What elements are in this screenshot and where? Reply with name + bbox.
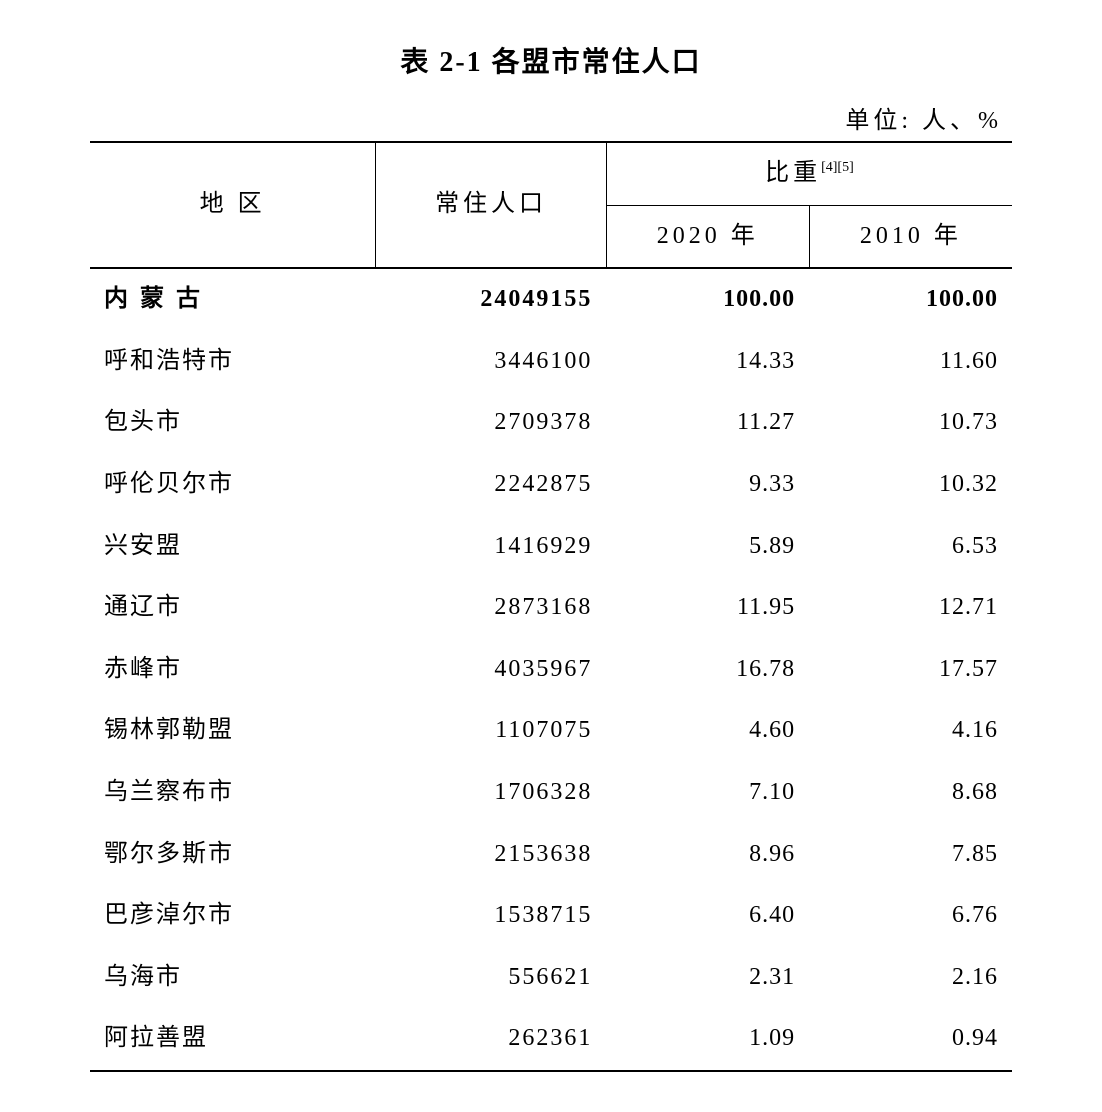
cell-population: 1538715 <box>376 885 607 947</box>
proportion-footnote: [4][5] <box>821 160 854 175</box>
total-population: 24049155 <box>376 268 607 331</box>
cell-population: 2873168 <box>376 577 607 639</box>
population-table: 地 区 常住人口 比重[4][5] 2020 年 2010 年 内蒙古 2404… <box>90 141 1012 1072</box>
cell-pct-2010: 12.71 <box>809 577 1012 639</box>
cell-pct-2020: 2.31 <box>606 947 809 1009</box>
table-title: 表 2-1 各盟市常住人口 <box>90 40 1012 80</box>
table-row: 兴安盟14169295.896.53 <box>90 516 1012 578</box>
cell-pct-2020: 6.40 <box>606 885 809 947</box>
cell-region: 呼伦贝尔市 <box>90 454 376 516</box>
cell-pct-2020: 11.95 <box>606 577 809 639</box>
col-header-population: 常住人口 <box>376 142 607 268</box>
cell-pct-2020: 1.09 <box>606 1008 809 1071</box>
table-row: 包头市270937811.2710.73 <box>90 392 1012 454</box>
col-header-2020: 2020 年 <box>606 205 809 268</box>
table-row: 巴彦淖尔市15387156.406.76 <box>90 885 1012 947</box>
cell-population: 262361 <box>376 1008 607 1071</box>
table-row: 乌海市5566212.312.16 <box>90 947 1012 1009</box>
cell-region: 锡林郭勒盟 <box>90 700 376 762</box>
table-row: 呼和浩特市344610014.3311.60 <box>90 331 1012 393</box>
cell-pct-2020: 14.33 <box>606 331 809 393</box>
cell-pct-2010: 6.76 <box>809 885 1012 947</box>
cell-region: 兴安盟 <box>90 516 376 578</box>
cell-pct-2010: 7.85 <box>809 824 1012 886</box>
table-row: 鄂尔多斯市21536388.967.85 <box>90 824 1012 886</box>
cell-population: 3446100 <box>376 331 607 393</box>
cell-pct-2020: 16.78 <box>606 639 809 701</box>
cell-pct-2010: 4.16 <box>809 700 1012 762</box>
cell-region: 赤峰市 <box>90 639 376 701</box>
table-row: 锡林郭勒盟11070754.604.16 <box>90 700 1012 762</box>
cell-population: 4035967 <box>376 639 607 701</box>
table-row: 通辽市287316811.9512.71 <box>90 577 1012 639</box>
cell-region: 乌海市 <box>90 947 376 1009</box>
proportion-label: 比重 <box>765 160 821 186</box>
cell-pct-2010: 17.57 <box>809 639 1012 701</box>
cell-population: 2153638 <box>376 824 607 886</box>
cell-region: 巴彦淖尔市 <box>90 885 376 947</box>
cell-region: 乌兰察布市 <box>90 762 376 824</box>
table-row: 赤峰市403596716.7817.57 <box>90 639 1012 701</box>
table-row: 呼伦贝尔市22428759.3310.32 <box>90 454 1012 516</box>
cell-population: 1416929 <box>376 516 607 578</box>
table-body: 内蒙古 24049155 100.00 100.00 呼和浩特市34461001… <box>90 268 1012 1071</box>
cell-pct-2010: 10.73 <box>809 392 1012 454</box>
cell-region: 鄂尔多斯市 <box>90 824 376 886</box>
cell-region: 通辽市 <box>90 577 376 639</box>
total-region: 内蒙古 <box>90 268 376 331</box>
total-pct-2020: 100.00 <box>606 268 809 331</box>
cell-pct-2010: 10.32 <box>809 454 1012 516</box>
cell-region: 包头市 <box>90 392 376 454</box>
table-row: 乌兰察布市17063287.108.68 <box>90 762 1012 824</box>
total-pct-2010: 100.00 <box>809 268 1012 331</box>
cell-population: 1706328 <box>376 762 607 824</box>
cell-pct-2020: 5.89 <box>606 516 809 578</box>
cell-pct-2020: 11.27 <box>606 392 809 454</box>
cell-pct-2010: 6.53 <box>809 516 1012 578</box>
unit-label: 单位: 人、% <box>90 100 1012 135</box>
table-row: 阿拉善盟2623611.090.94 <box>90 1008 1012 1071</box>
col-header-2010: 2010 年 <box>809 205 1012 268</box>
cell-pct-2020: 8.96 <box>606 824 809 886</box>
col-header-proportion: 比重[4][5] <box>606 142 1012 205</box>
cell-region: 阿拉善盟 <box>90 1008 376 1071</box>
table-total-row: 内蒙古 24049155 100.00 100.00 <box>90 268 1012 331</box>
cell-region: 呼和浩特市 <box>90 331 376 393</box>
cell-population: 556621 <box>376 947 607 1009</box>
cell-pct-2020: 7.10 <box>606 762 809 824</box>
cell-pct-2010: 0.94 <box>809 1008 1012 1071</box>
cell-pct-2020: 9.33 <box>606 454 809 516</box>
cell-population: 2709378 <box>376 392 607 454</box>
cell-pct-2010: 2.16 <box>809 947 1012 1009</box>
cell-pct-2020: 4.60 <box>606 700 809 762</box>
cell-pct-2010: 11.60 <box>809 331 1012 393</box>
cell-population: 1107075 <box>376 700 607 762</box>
col-header-region: 地 区 <box>90 142 376 268</box>
cell-population: 2242875 <box>376 454 607 516</box>
cell-pct-2010: 8.68 <box>809 762 1012 824</box>
